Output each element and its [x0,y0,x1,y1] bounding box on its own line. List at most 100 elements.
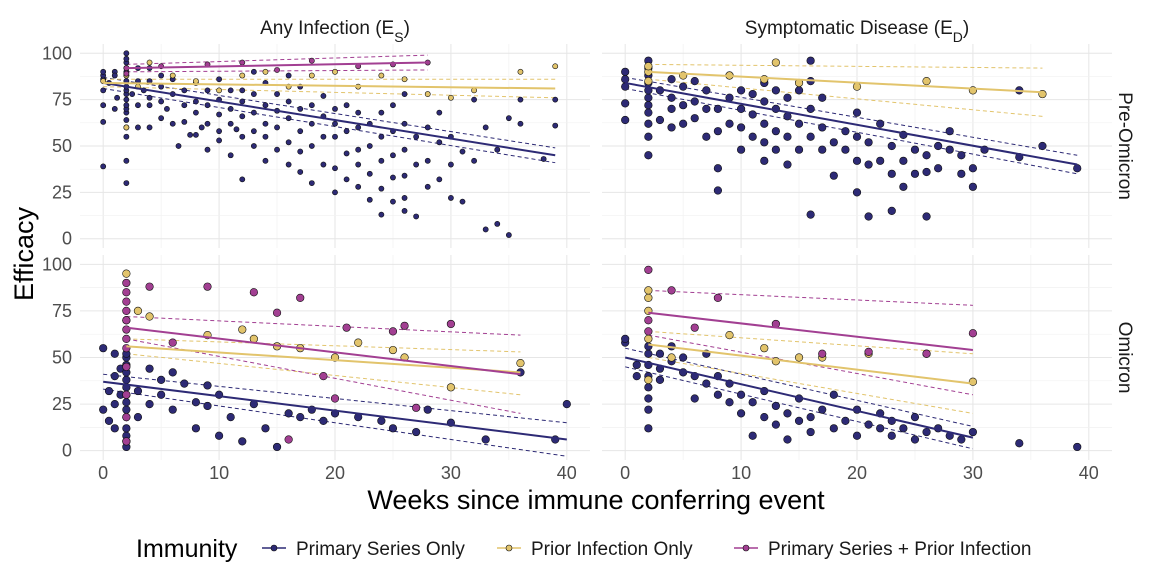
trend-line [126,61,428,70]
data-point [145,282,154,291]
data-point [168,405,177,414]
ci-upper-line [648,289,973,306]
data-point [193,78,199,84]
data-point [388,424,398,433]
data-point [110,372,119,381]
data-point [655,375,665,384]
data-point [632,372,641,381]
data-point [760,138,769,147]
data-point [413,133,420,140]
data-point [320,161,327,168]
data-point [552,96,559,103]
data-point [517,68,524,75]
data-point [216,87,222,94]
data-point [922,349,931,358]
data-point [436,109,443,116]
y-tick-label: 0 [62,229,72,249]
data-point [354,338,363,347]
data-point [249,288,258,297]
y-tick-label: 25 [52,182,72,202]
data-point [748,89,757,99]
x-tick-label: 10 [731,463,751,483]
data-point [968,329,978,338]
data-point [413,161,420,168]
data-point [342,323,351,332]
data-point [887,431,896,440]
data-point [852,132,862,141]
data-point [899,156,908,165]
data-point [760,413,769,422]
data-point [378,109,385,116]
data-point [122,334,131,343]
legend-key-point [505,544,513,552]
data-point [887,141,896,151]
data-point [644,342,653,351]
data-point [667,93,676,102]
data-point [191,424,201,433]
data-point [783,435,792,444]
data-point [390,102,396,109]
data-point [366,170,373,177]
data-point [771,420,780,429]
data-point [355,161,362,168]
data-point [168,368,177,377]
trend-line [648,343,974,385]
data-point [111,72,118,79]
data-point [145,364,154,373]
data-point [250,143,257,149]
data-point [378,157,385,164]
data-point [114,94,120,101]
data-point [690,323,699,332]
data-point [366,196,373,203]
ci-lower-line [103,86,556,99]
data-point [471,157,477,164]
data-point [841,416,850,425]
data-point [187,131,194,138]
data-point [216,128,222,135]
data-point [157,375,166,384]
data-point [818,93,827,102]
trend-line [103,81,556,90]
column-strip-label: Any Infection (ES) [260,18,410,45]
data-point [760,344,769,353]
data-point [285,72,292,79]
data-point [146,124,153,131]
data-point [378,72,385,79]
panel-grid [602,255,1112,460]
data-point [239,72,246,79]
data-point [285,161,292,168]
x-tick-label: 40 [1079,463,1099,483]
data-point [702,379,711,388]
data-point [471,87,477,94]
data-point [655,349,665,358]
data-point [876,424,885,433]
data-point [713,390,723,399]
data-point [401,76,408,83]
data-point [864,138,873,147]
data-point [446,383,456,392]
data-point [783,409,792,418]
data-point [516,358,525,368]
data-point [771,401,780,411]
data-point [679,353,688,362]
data-point [829,390,838,399]
data-point [133,413,143,422]
data-point [621,67,630,76]
data-point [806,132,815,141]
data-point [644,293,653,302]
data-point [250,91,257,97]
data-point [203,282,212,291]
data-point [100,163,107,170]
data-point [945,145,954,154]
data-point [297,148,304,155]
data-point [401,208,408,214]
trend-line [625,81,1078,166]
trend-line [648,311,974,352]
data-point [1073,442,1082,452]
data-point [401,172,408,179]
data-point [343,150,350,157]
trend-line [624,356,974,439]
legend: Primary Series Only Prior Infection Only P… [262,539,1031,560]
x-tick-label: 20 [325,463,345,483]
data-point [296,413,305,422]
